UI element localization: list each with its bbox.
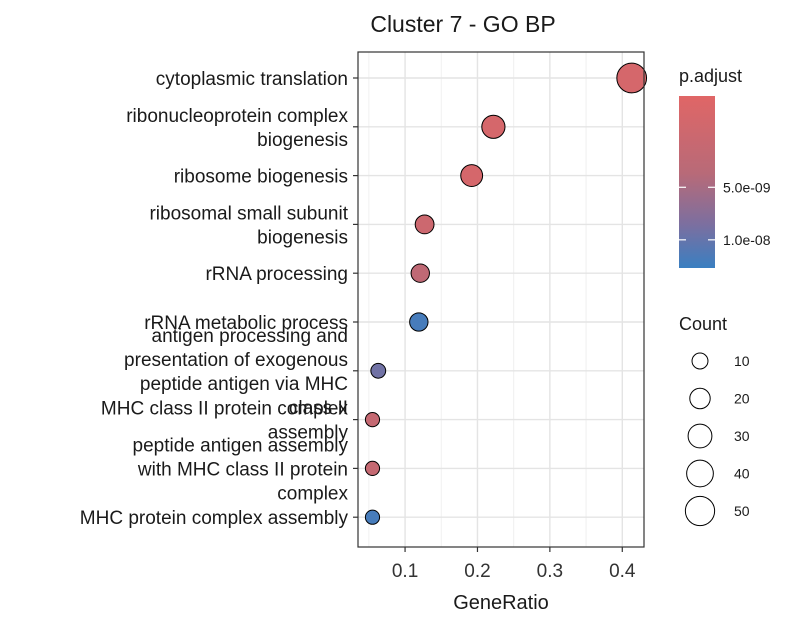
x-axis-title: GeneRatio	[453, 592, 549, 614]
plot-panel-border	[357, 51, 645, 548]
size-legend-key	[686, 459, 714, 488]
y-axis-label: rRNA metabolic process	[144, 313, 348, 334]
size-legend-key	[684, 495, 716, 527]
y-axis-label: ribosome biogenesis	[174, 167, 348, 188]
size-legend-label: 10	[734, 353, 750, 369]
y-axis-label: peptide antigen assembly with MHC class I…	[133, 435, 349, 504]
color-bar	[679, 96, 715, 268]
data-point	[616, 62, 648, 94]
y-axis-label: ribonucleoprotein complex biogenesis	[126, 106, 348, 151]
y-axis-label: cytoplasmic translation	[156, 69, 348, 90]
size-legend-key	[689, 387, 711, 410]
color-legend: p.adjust 5.0e-09 1.0e-08	[679, 66, 771, 268]
size-legend-label: 40	[734, 466, 750, 482]
data-point	[370, 362, 387, 379]
data-point	[364, 460, 381, 476]
data-point	[364, 509, 381, 525]
color-bar-tick-label: 1.0e-08	[723, 232, 771, 248]
data-point	[460, 164, 484, 188]
size-legend-key	[687, 423, 713, 449]
color-bar-ticks: 5.0e-09 1.0e-08	[679, 179, 771, 248]
x-axis-tick-label: 0.1	[392, 561, 418, 582]
size-legend-keys: 10 20 30 40 50	[684, 352, 750, 527]
size-legend-label: 50	[734, 503, 750, 519]
y-axis-label: rRNA processing	[205, 264, 348, 285]
data-point	[409, 312, 429, 332]
y-axis-label: antigen processing and presentation of ex…	[124, 326, 348, 419]
size-legend-label: 30	[734, 428, 750, 444]
data-point	[410, 263, 430, 283]
y-axis-label: ribosomal small subunit biogenesis	[149, 203, 348, 248]
color-bar-tick-label: 5.0e-09	[723, 179, 771, 195]
size-legend-key	[691, 352, 709, 370]
data-points	[364, 62, 648, 525]
size-legend-title: Count	[679, 314, 727, 334]
chart-title: Cluster 7 - GO BP	[370, 11, 555, 37]
plot-panel	[357, 51, 648, 548]
x-axis-tick-label: 0.3	[537, 561, 563, 582]
size-legend: Count 10 20 30 40 50	[679, 314, 750, 527]
y-axis-labels: cytoplasmic translation ribonucleoprotein…	[80, 69, 358, 529]
x-axis-tick-label: 0.4	[609, 561, 636, 582]
y-axis-label: MHC protein complex assembly	[80, 508, 349, 529]
data-point	[364, 412, 381, 428]
data-point	[414, 214, 435, 235]
y-axis-label: MHC class II protein complex assembly	[101, 399, 349, 444]
x-axis: 0.1 0.2 0.3 0.4	[392, 547, 636, 582]
x-axis-tick-label: 0.2	[464, 561, 490, 582]
color-legend-title: p.adjust	[679, 66, 742, 86]
size-legend-label: 20	[734, 391, 750, 407]
data-point	[481, 114, 506, 139]
